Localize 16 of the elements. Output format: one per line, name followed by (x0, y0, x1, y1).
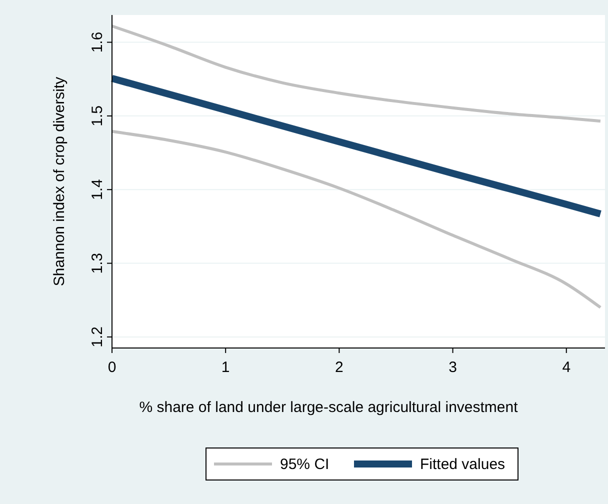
legend-label: Fitted values (420, 456, 506, 473)
x-tick-label: 1 (221, 359, 230, 376)
x-tick-label: 4 (562, 359, 571, 376)
y-tick-label: 1.2 (89, 326, 106, 348)
x-tick-label: 2 (335, 359, 344, 376)
line-series (110, 130, 602, 309)
line-series (110, 24, 602, 123)
x-tick-label: 3 (448, 359, 457, 376)
legend-label: 95% CI (280, 456, 330, 473)
y-tick-label: 1.6 (89, 32, 106, 53)
x-tick-label: 0 (108, 359, 116, 376)
y-axis-title: Shannon index of crop diversity (51, 76, 68, 286)
x-axis-title: % share of land under large-scale agricultural investment (139, 399, 519, 416)
y-tick-label: 1.4 (89, 179, 106, 200)
y-tick-label: 1.5 (89, 106, 106, 126)
y-tick-label: 1.3 (89, 252, 106, 274)
